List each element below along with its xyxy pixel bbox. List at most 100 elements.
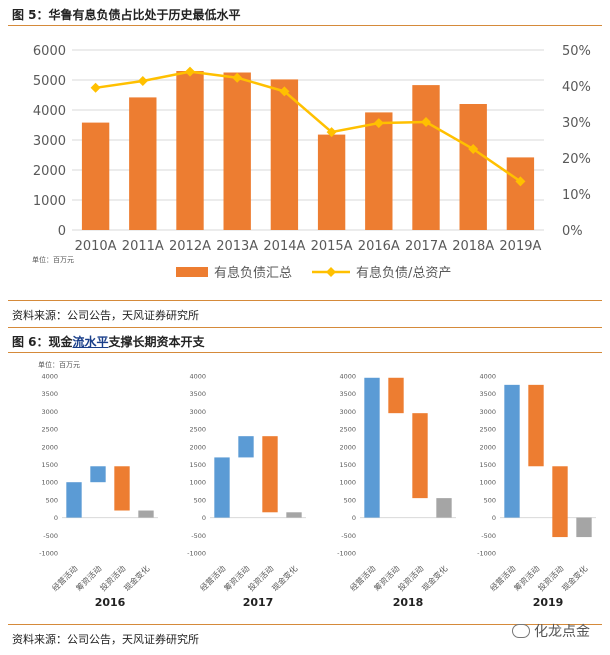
y-tick-label: 5000 [33, 74, 66, 89]
chart5-unit: 单位：百万元 [32, 256, 74, 264]
figure-5-title: 图 5：华鲁有息负债占比处于历史最低水平 [12, 6, 241, 23]
y-tick-label: -1000 [477, 550, 496, 558]
y-tick-label: 2000 [189, 443, 206, 451]
line-marker [326, 127, 337, 138]
x-tick-label: 2015A [311, 239, 353, 254]
bar [129, 97, 157, 231]
x-tick-label: 2018A [452, 239, 494, 254]
figure-5-title-text: 图 5：华鲁有息负债占比处于历史最低水平 [12, 8, 241, 22]
y-tick-label: 3000 [189, 408, 206, 416]
y-tick-label: 500 [194, 496, 206, 504]
y-tick-label: -1000 [187, 550, 206, 558]
y-tick-label: 4000 [41, 373, 58, 381]
y-tick-label: 3500 [479, 390, 496, 398]
x-tick-label: 现金变化 [270, 563, 300, 593]
y-tick-label: 0 [54, 514, 58, 522]
waterfall-bar [388, 377, 404, 414]
y-tick-label: 0 [58, 224, 66, 239]
y-tick-label: 2000 [479, 443, 496, 451]
y-tick-label: 1000 [189, 479, 206, 487]
legend-label: 有息负债/总资产 [356, 265, 451, 281]
waterfall-bar [576, 517, 592, 538]
y-tick-label: 3000 [479, 408, 496, 416]
watermark: 化龙点金 [512, 621, 590, 641]
waterfall-bar [552, 466, 568, 538]
figure-6-source: 资料来源：公司公告，天风证券研究所 [12, 633, 199, 646]
y-tick-label: -500 [43, 532, 58, 540]
y-tick-label: 2500 [479, 426, 496, 434]
waterfall-bar [262, 436, 278, 513]
line-marker [90, 82, 101, 93]
y-tick-label: 1500 [189, 461, 206, 469]
figure-6-title-prefix: 图 6：现金 [12, 335, 73, 349]
y-tick-label: -500 [191, 532, 206, 540]
y-tick-label: 0 [492, 514, 496, 522]
watermark-text: 化龙点金 [534, 624, 590, 640]
y-tick-label: 3500 [41, 390, 58, 398]
bar [412, 85, 440, 230]
y-tick-label: 3500 [189, 390, 206, 398]
y-tick-label: 2500 [189, 426, 206, 434]
line-marker [185, 66, 195, 77]
line-marker [373, 118, 384, 129]
divider [8, 327, 602, 328]
y-tick-label: 2000 [41, 443, 58, 451]
cash-flow-waterfall-charts: -1000 -500 0 500 1000 1500 2000 2500 3000 3500 400… [10, 368, 602, 613]
y-tick-label: 4000 [479, 373, 496, 381]
y-tick-label: 6000 [33, 44, 66, 59]
legend-label: 有息负债汇总 [214, 265, 292, 281]
y2-tick-label: 40% [562, 80, 591, 95]
y2-tick-label: 20% [562, 152, 591, 167]
y2-tick-label: 30% [562, 116, 591, 131]
y2-tick-label: 10% [562, 188, 591, 203]
y-tick-label: 2000 [339, 443, 356, 451]
figure-6-title: 图 6：现金流水平支撑长期资本开支 [12, 333, 205, 350]
y-tick-label: 1000 [41, 479, 58, 487]
waterfall-bar [528, 384, 544, 467]
y-tick-label: 0 [352, 514, 356, 522]
y-tick-label: 3500 [339, 390, 356, 398]
y-tick-label: 2500 [41, 426, 58, 434]
panel-year-label: 2018 [393, 596, 424, 609]
y-tick-label: 1500 [339, 461, 356, 469]
y-tick-label: 3000 [33, 134, 66, 149]
y-tick-label: 4000 [339, 373, 356, 381]
divider [8, 352, 602, 353]
x-tick-label: 2012A [169, 239, 211, 254]
bar [81, 122, 110, 230]
waterfall-bar [114, 466, 130, 511]
y-tick-label: 1000 [339, 479, 356, 487]
x-tick-label: 现金变化 [560, 563, 590, 593]
figure-6-title-suffix: 支撑长期资本开支 [108, 335, 205, 349]
waterfall-bar [66, 482, 82, 518]
wechat-icon [512, 624, 530, 638]
waterfall-panel-2019: -1000 -500 0 500 1000 1500 2000 2500 3000 3500 400… [477, 373, 596, 609]
waterfall-bar [138, 510, 154, 518]
y-tick-label: -1000 [39, 550, 58, 558]
line-marker [421, 117, 431, 127]
line-marker [232, 72, 243, 83]
x-tick-label: 2011A [122, 239, 164, 254]
legend-marker [326, 267, 336, 277]
bar [459, 104, 487, 230]
y-tick-label: 500 [46, 496, 58, 504]
y-tick-label: 3000 [41, 408, 58, 416]
divider [8, 300, 602, 301]
figure-5-source: 资料来源：公司公告，天风证券研究所 [12, 309, 199, 322]
bar [223, 72, 251, 230]
line-marker [279, 86, 290, 97]
x-tick-label: 2017A [405, 239, 447, 254]
line-marker [515, 176, 526, 187]
figure-6-title-link[interactable]: 流水平 [72, 335, 109, 349]
y-tick-label: 1000 [479, 479, 496, 487]
y-tick-label: 3000 [339, 408, 356, 416]
interest-bearing-debt-chart: 0 1000 2000 3000 4000 5000 6000 0% 10% 20% 30% 40% 5… [14, 30, 596, 292]
x-tick-label: 2016A [358, 239, 400, 254]
panel-year-label: 2016 [95, 596, 126, 609]
x-tick-label: 2019A [499, 239, 541, 254]
x-tick-label: 2013A [216, 239, 258, 254]
chart6-unit: 单位：百万元 [38, 361, 80, 369]
legend-swatch [176, 267, 208, 277]
panel-year-label: 2019 [533, 596, 564, 609]
bar [365, 112, 393, 230]
